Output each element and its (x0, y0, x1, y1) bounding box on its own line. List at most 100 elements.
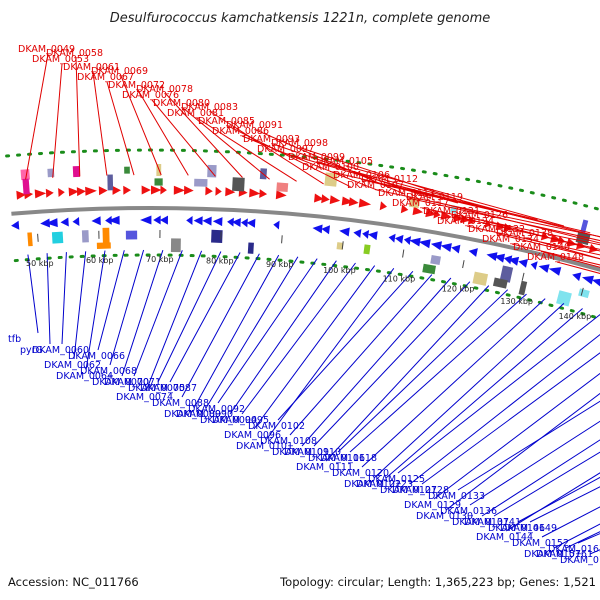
leader-line (421, 352, 600, 485)
forward-gene-label: DKAM_0105 (316, 156, 373, 167)
reverse-gene-label: DKAM_0070 (92, 377, 149, 388)
reverse-gene-arrow (312, 224, 323, 234)
forward-gene-arrow (76, 187, 86, 197)
reverse-gene-label: DKAM_0129 (404, 500, 461, 511)
reverse-gene-label: DKAM_0125 (368, 474, 425, 485)
leader-line (397, 314, 600, 474)
reverse-gene-label: DKAM_0161 (536, 549, 593, 560)
accession-text: Accession: NC_011766 (8, 575, 139, 589)
leader-line (205, 256, 299, 409)
reverse-gene-arrow (572, 272, 582, 282)
map-title: Desulfurococcus kamchatkensis 1221n, com… (110, 11, 491, 26)
forward-gene-arrow (400, 204, 409, 214)
annotation-block (124, 166, 130, 174)
leader-line (120, 75, 162, 176)
leader-line (133, 250, 183, 377)
forward-gene-label: DKAM_0106 (333, 170, 390, 181)
reverse-gene-arrow (140, 215, 152, 225)
leader-line (480, 219, 600, 252)
leader-line (227, 125, 351, 188)
reverse-gene-label: DKAM_0092 (188, 404, 245, 415)
forward-gene-label: DKAM_0119 (406, 192, 463, 203)
leader-line (421, 207, 600, 246)
leader-line (109, 249, 145, 366)
forward-gene-label: DKAM_0098 (271, 138, 328, 149)
leader-line (445, 392, 600, 511)
reverse-gene-label: DKAM_0095 (212, 415, 269, 426)
reverse-gene-arrow (11, 220, 20, 230)
reverse-gene-label: DKAM_0128 (392, 485, 449, 496)
reverse-gene-label: DKAM_0152 (512, 538, 569, 549)
leader-line (46, 253, 51, 345)
forward-gene-arrow (151, 185, 162, 195)
reverse-gene-arrow (273, 220, 280, 230)
leader-line (151, 99, 216, 177)
tick-label: 60 kbp (86, 256, 114, 265)
reverse-gene-label: DKAM_0133 (428, 491, 485, 502)
reverse-gene-arrow (530, 261, 538, 270)
leader-line (577, 533, 600, 544)
reverse-gene-arrow (418, 239, 431, 249)
leader-line (331, 171, 538, 221)
reverse-gene-arrow (493, 253, 505, 263)
leader-line (169, 252, 241, 383)
forward-gene-label: DKAM_0100 (302, 162, 359, 173)
forward-gene-label: DKAM_0124 (437, 216, 494, 227)
ring-tracks (5, 148, 600, 321)
leader-line (61, 252, 67, 345)
reverse-gene-arrow (339, 227, 350, 237)
forward-gene-label: DKAM_0117 (392, 198, 449, 209)
reverse-gene-arrow (403, 236, 412, 245)
leader-line (181, 253, 260, 398)
leader-line (362, 179, 591, 234)
reverse-gene-label: DKAM_0163 (548, 544, 600, 555)
reverse-gene-arrow (591, 278, 600, 287)
leader-line (376, 189, 600, 238)
reverse-gene-arrow (508, 256, 520, 266)
reverse-gene-arrow (548, 267, 562, 276)
forward-gene-label: DKAM_0049 (18, 44, 75, 55)
forward-gene-arrow (98, 186, 108, 196)
leader-line (511, 243, 600, 266)
genome-backbone (11, 206, 600, 272)
leader-line (289, 274, 433, 436)
reverse-gene-arrow (503, 255, 513, 265)
reverse-gene-label: tfb (8, 334, 21, 345)
forward-gene-arrow (341, 196, 354, 206)
forward-gene-label: DKAM_0081 (167, 108, 224, 119)
annotation-block (102, 227, 110, 244)
tick-mark (462, 260, 465, 269)
leader-line (145, 250, 203, 392)
reverse-gene-arrow (440, 243, 452, 252)
tick-label: 80 kbp (206, 257, 234, 266)
reverse-gene-arrow (227, 217, 234, 227)
tick-label: 110 kbp (383, 274, 416, 283)
reverse-gene-arrow (40, 218, 50, 228)
leader-line (301, 277, 452, 447)
tick-label: 50 kbp (26, 259, 54, 268)
forward-gene-label: DKAM_0078 (136, 84, 193, 95)
tick-label: 90 kbp (266, 260, 294, 269)
leader-line (75, 57, 81, 177)
reverse-gene-label: DKAM_0141 (464, 517, 521, 528)
tick-mark (341, 241, 344, 250)
annotation-block (430, 254, 441, 265)
forward-gene-arrow (275, 190, 287, 200)
leader-line (466, 225, 600, 256)
reverse-gene-arrow (451, 244, 461, 254)
label-leaders (25, 53, 600, 555)
annotation-block (499, 265, 514, 283)
leader-line (121, 249, 164, 377)
reverse-gene-arrow (353, 229, 362, 238)
reverse-gene-arrow (60, 217, 69, 227)
forward-gene-label: DKAM_0083 (181, 102, 238, 113)
leader-line (317, 161, 512, 215)
forward-gene-label: DKAM_0085 (198, 116, 255, 127)
reverse-gene-arrow (246, 218, 256, 228)
reverse-gene-label: DKAM_0064 (56, 371, 113, 382)
leader-line (505, 472, 600, 532)
leader-line (52, 63, 63, 178)
forward-gene-arrow (16, 190, 26, 200)
annotation-block (518, 280, 528, 296)
